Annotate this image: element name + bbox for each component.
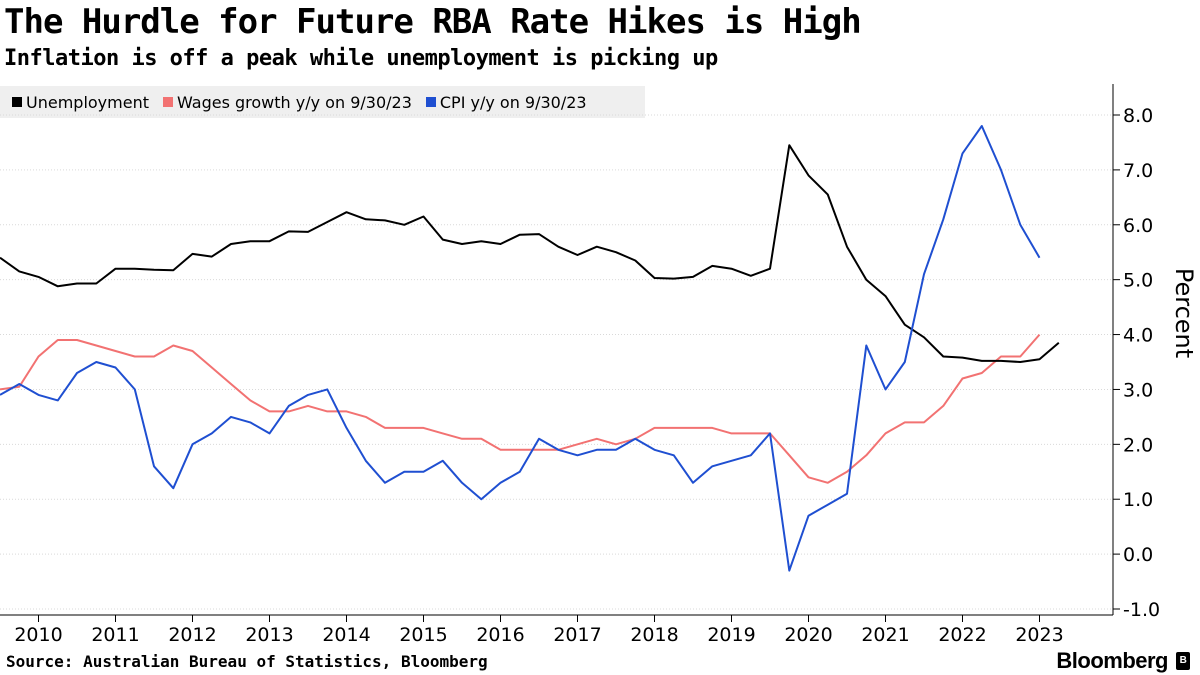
x-tick-label: 2016 — [476, 624, 524, 646]
x-tick-label: 2010 — [14, 624, 62, 646]
legend-item-cpi[interactable]: CPI y/y on 9/30/23 — [425, 92, 587, 112]
legend-item-wages[interactable]: Wages growth y/y on 9/30/23 — [162, 92, 412, 112]
x-tick-label: 2020 — [784, 624, 832, 646]
y-tick-label: 6.0 — [1123, 215, 1153, 237]
legend-item-unemployment[interactable]: Unemployment — [12, 93, 149, 112]
x-tick-label: 2019 — [707, 624, 755, 646]
legend-label-unemployment: Unemployment — [26, 92, 149, 112]
x-tick-label: 2021 — [861, 624, 909, 646]
y-tick-label: -1.0 — [1123, 599, 1160, 621]
x-tick-label: 2011 — [91, 624, 139, 646]
brand-logo: Bloomberg B — [1056, 648, 1190, 674]
y-tick-label: 8.0 — [1123, 105, 1153, 127]
x-tick-label: 2023 — [1015, 624, 1063, 646]
y-tick-label: 4.0 — [1123, 325, 1153, 347]
chart-title: The Hurdle for Future RBA Rate Hikes is … — [4, 2, 862, 42]
legend-label-wages: Wages growth y/y on 9/30/23 — [176, 92, 412, 112]
y-tick-label: 7.0 — [1123, 160, 1153, 182]
y-tick-label: 3.0 — [1123, 379, 1153, 401]
gridlines — [0, 114, 1113, 610]
legend: Unemployment Wages growth y/y on 9/30/23… — [0, 86, 645, 118]
series-line-cpi[interactable] — [0, 125, 1041, 572]
brand-name: Bloomberg — [1056, 648, 1168, 673]
y-tick-label: 0.0 — [1123, 544, 1153, 566]
y-tick-label: 1.0 — [1123, 489, 1153, 511]
y-tick-label: 2.0 — [1123, 434, 1153, 456]
series-lines — [0, 125, 1060, 572]
source-note: Source: Australian Bureau of Statistics,… — [6, 652, 488, 671]
legend-label-cpi: CPI y/y on 9/30/23 — [439, 92, 587, 112]
legend-swatch-cpi — [425, 97, 436, 107]
x-tick-label: 2015 — [399, 624, 447, 646]
legend-swatch-wages — [162, 97, 173, 107]
series-line-wages[interactable] — [0, 333, 1041, 484]
legend-swatch-unemployment — [12, 97, 22, 107]
x-tick-label: 2012 — [168, 624, 216, 646]
x-tick-label: 2017 — [553, 624, 601, 646]
y-axis-label: Percent — [1170, 268, 1198, 358]
x-axis: 2010 2011 2012 2013 2014 2015 2016 2017 2018 2019… — [0, 614, 1113, 646]
x-tick-label: 2022 — [938, 624, 986, 646]
y-axis: -1.0 0.0 1.0 2.0 3.0 4.0 5.0 6.0 7.0 8.0 — [1112, 84, 1160, 621]
chart-subtitle: Inflation is off a peak while unemployme… — [4, 46, 718, 71]
x-tick-label: 2018 — [630, 624, 678, 646]
y-tick-label: 5.0 — [1123, 270, 1153, 292]
brand-badge-icon: B — [1176, 652, 1190, 670]
x-tick-label: 2014 — [322, 624, 370, 646]
series-line-unemployment[interactable] — [0, 144, 1060, 363]
x-tick-label: 2013 — [245, 624, 293, 646]
